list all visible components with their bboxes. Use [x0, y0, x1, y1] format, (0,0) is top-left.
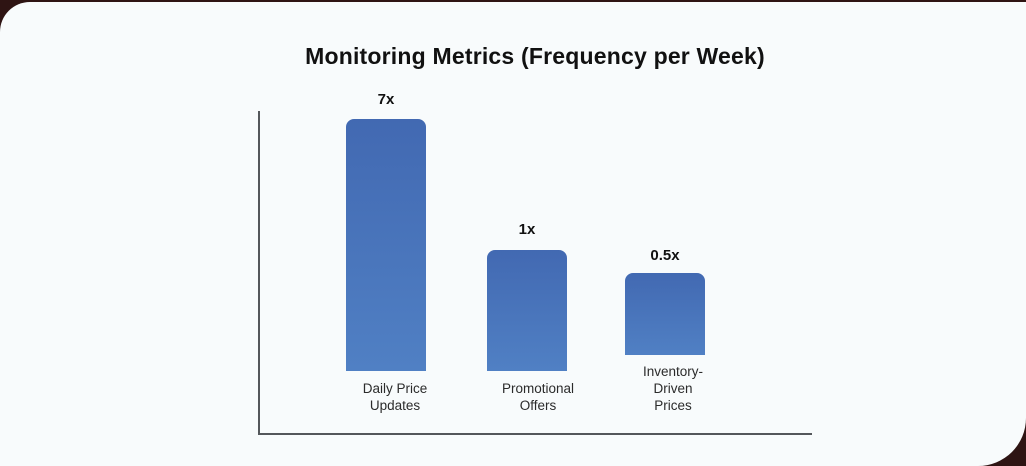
bar-category-label: Daily Price Updates: [315, 380, 475, 414]
label-line: Driven: [653, 381, 693, 396]
label-line: Promotional: [501, 381, 575, 396]
bar-value-label: 1x: [518, 221, 536, 238]
bar-value-label: 7x: [377, 91, 395, 108]
bar-inventory-driven-prices: [625, 273, 705, 355]
y-axis-line: [258, 111, 260, 433]
bar-value-label: 0.5x: [650, 247, 680, 264]
label-line: Prices: [654, 398, 692, 413]
label-line: Inventory-: [642, 364, 704, 379]
bar-promotional-offers: [487, 250, 567, 371]
x-axis-line: [258, 433, 812, 435]
bar-daily-price-updates: [346, 119, 426, 371]
label-line: Daily Price: [362, 381, 428, 396]
bar-category-label: Promotional Offers: [458, 380, 618, 414]
bar-category-label: Inventory- Driven Prices: [593, 363, 753, 414]
label-line: Offers: [519, 398, 557, 413]
chart-title: Monitoring Metrics (Frequency per Week): [305, 43, 765, 69]
label-line: Updates: [369, 398, 421, 413]
